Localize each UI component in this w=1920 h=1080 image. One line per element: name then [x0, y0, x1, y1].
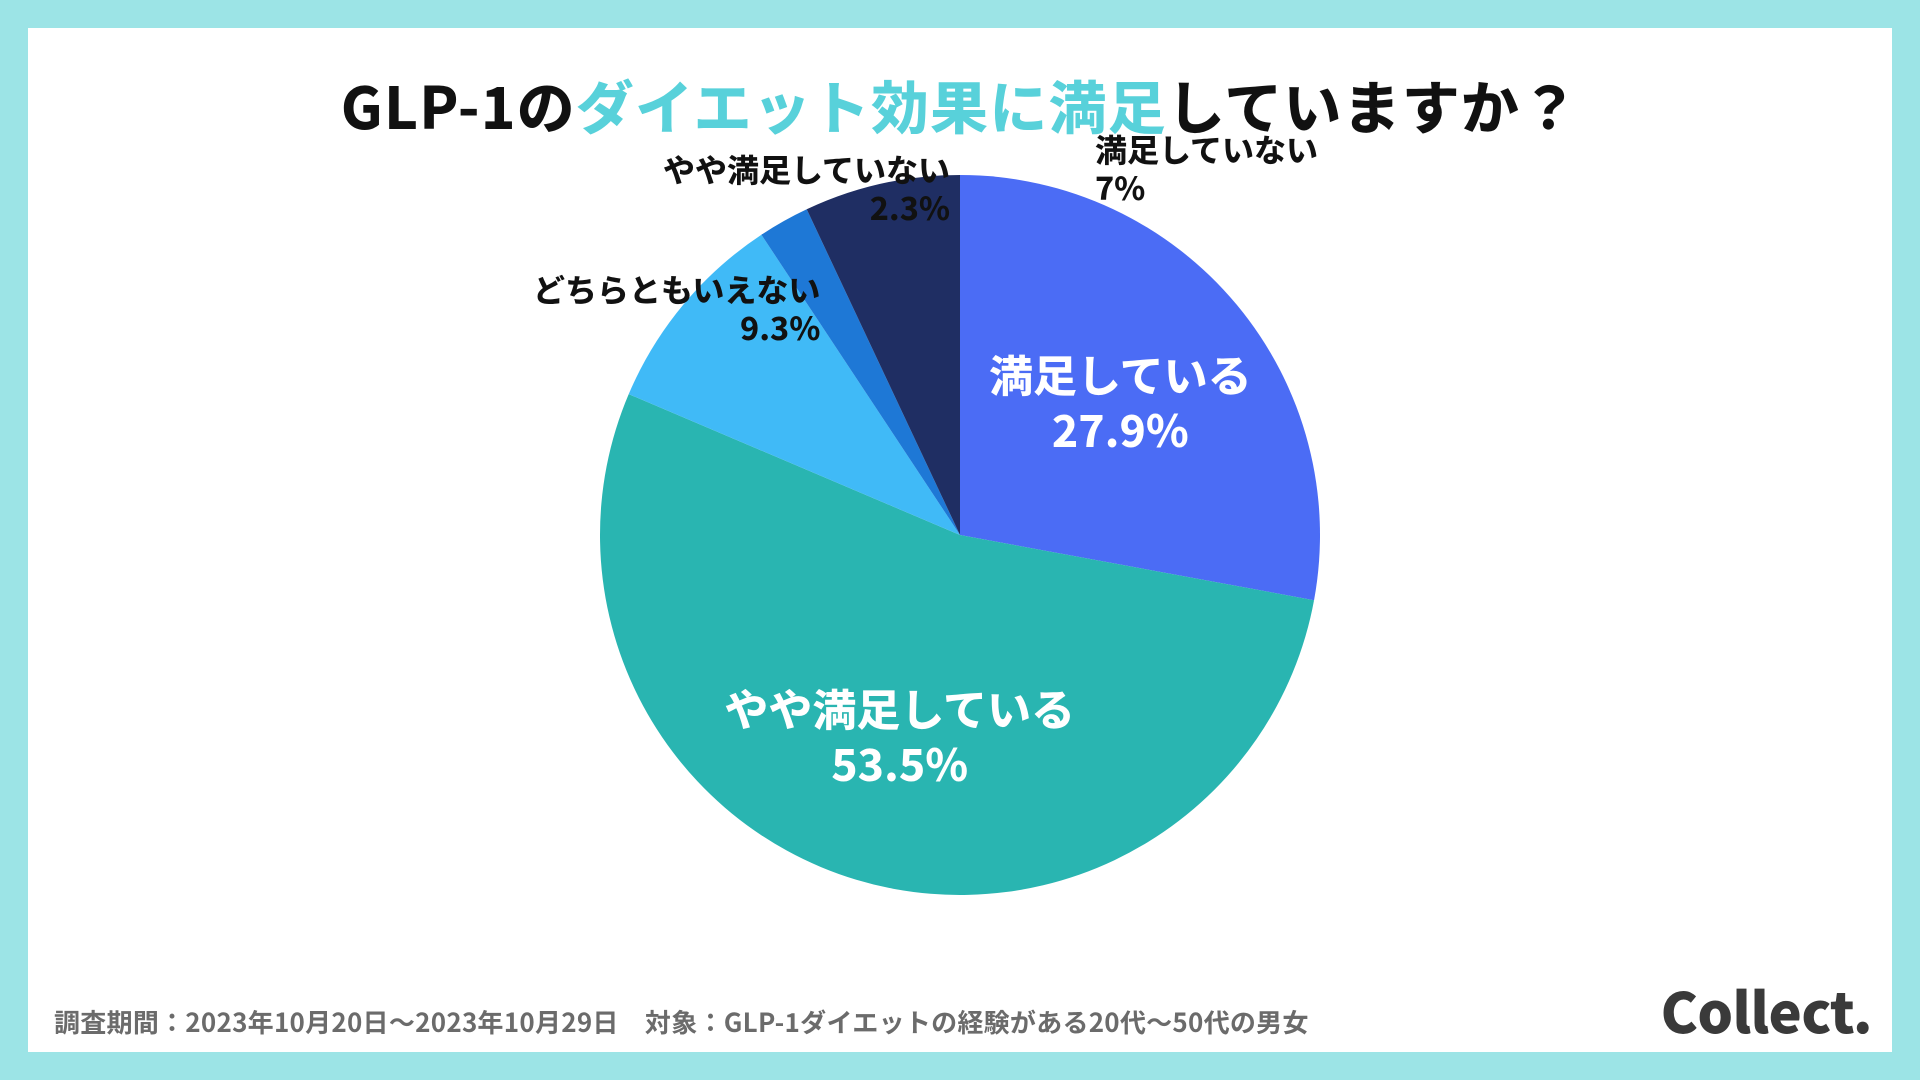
pie-label-pct: 27.9% — [989, 401, 1252, 456]
brand-logo: Collect. — [1661, 969, 1872, 1050]
pie-label-name: 満足していない — [1095, 130, 1318, 168]
pie-label-pct: 53.5% — [724, 735, 1075, 790]
pie-label-unsatisfied: 満足していない7% — [1095, 130, 1318, 207]
pie-label-pct: 7% — [1095, 168, 1318, 206]
pie-label-somewhat_satisfied: やや満足している53.5% — [724, 680, 1075, 790]
chart-title: GLP-1のダイエット効果に満足していますか？ — [0, 62, 1920, 146]
pie-label-name: やや満足している — [724, 680, 1075, 735]
pie-label-somewhat_unsatisfied: やや満足していない2.3% — [663, 150, 950, 227]
pie-label-name: 満足している — [989, 346, 1252, 401]
pie-label-pct: 9.3% — [533, 308, 820, 346]
title-prefix: GLP-1の — [341, 62, 576, 146]
pie-label-neutral: どちらともいえない9.3% — [533, 270, 820, 347]
survey-footnote: 調査期間：2023年10月20日〜2023年10月29日 対象：GLP-1ダイエ… — [54, 1003, 1309, 1040]
pie-label-name: やや満足していない — [663, 150, 950, 188]
pie-label-pct: 2.3% — [663, 188, 950, 226]
outer-frame: GLP-1のダイエット効果に満足していますか？ 満足している27.9% やや満足し… — [0, 0, 1920, 1080]
title-accent: ダイエット効果に満足 — [576, 62, 1167, 146]
pie-label-name: どちらともいえない — [533, 270, 820, 308]
pie-label-satisfied: 満足している27.9% — [989, 346, 1252, 456]
